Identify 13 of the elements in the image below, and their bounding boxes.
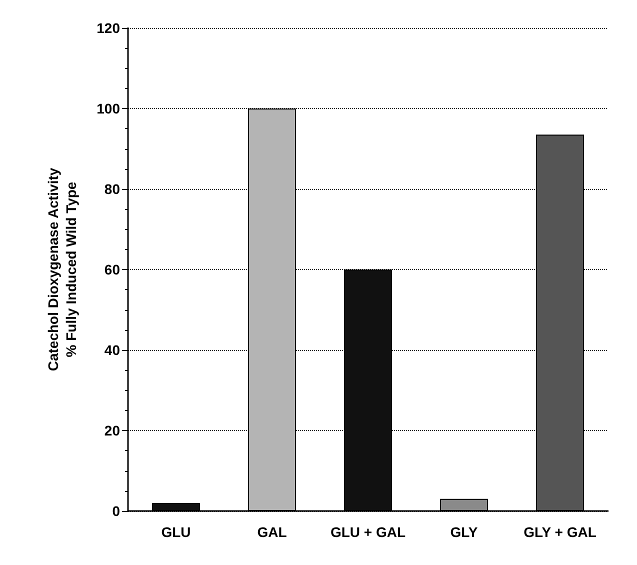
x-tick-label: GLU <box>161 524 191 540</box>
y-tick-label: 80 <box>104 181 120 197</box>
x-tick-label: GLU + GAL <box>330 524 406 540</box>
y-tick-label: 20 <box>104 422 120 438</box>
y-tick-label: 60 <box>104 262 120 278</box>
y-tick-label: 0 <box>112 503 120 519</box>
x-tick-label: GAL <box>257 524 288 540</box>
y-tick-label: 40 <box>104 342 120 358</box>
y-tick-label: 120 <box>96 20 120 36</box>
x-tick-label: GLY <box>450 524 478 540</box>
y-tick-label: 100 <box>96 100 120 116</box>
y-axis-title: Catechol Dioxygenase Activity % Fully Induced Wild Type <box>45 168 79 372</box>
x-tick-label: GLY + GAL <box>524 524 597 540</box>
